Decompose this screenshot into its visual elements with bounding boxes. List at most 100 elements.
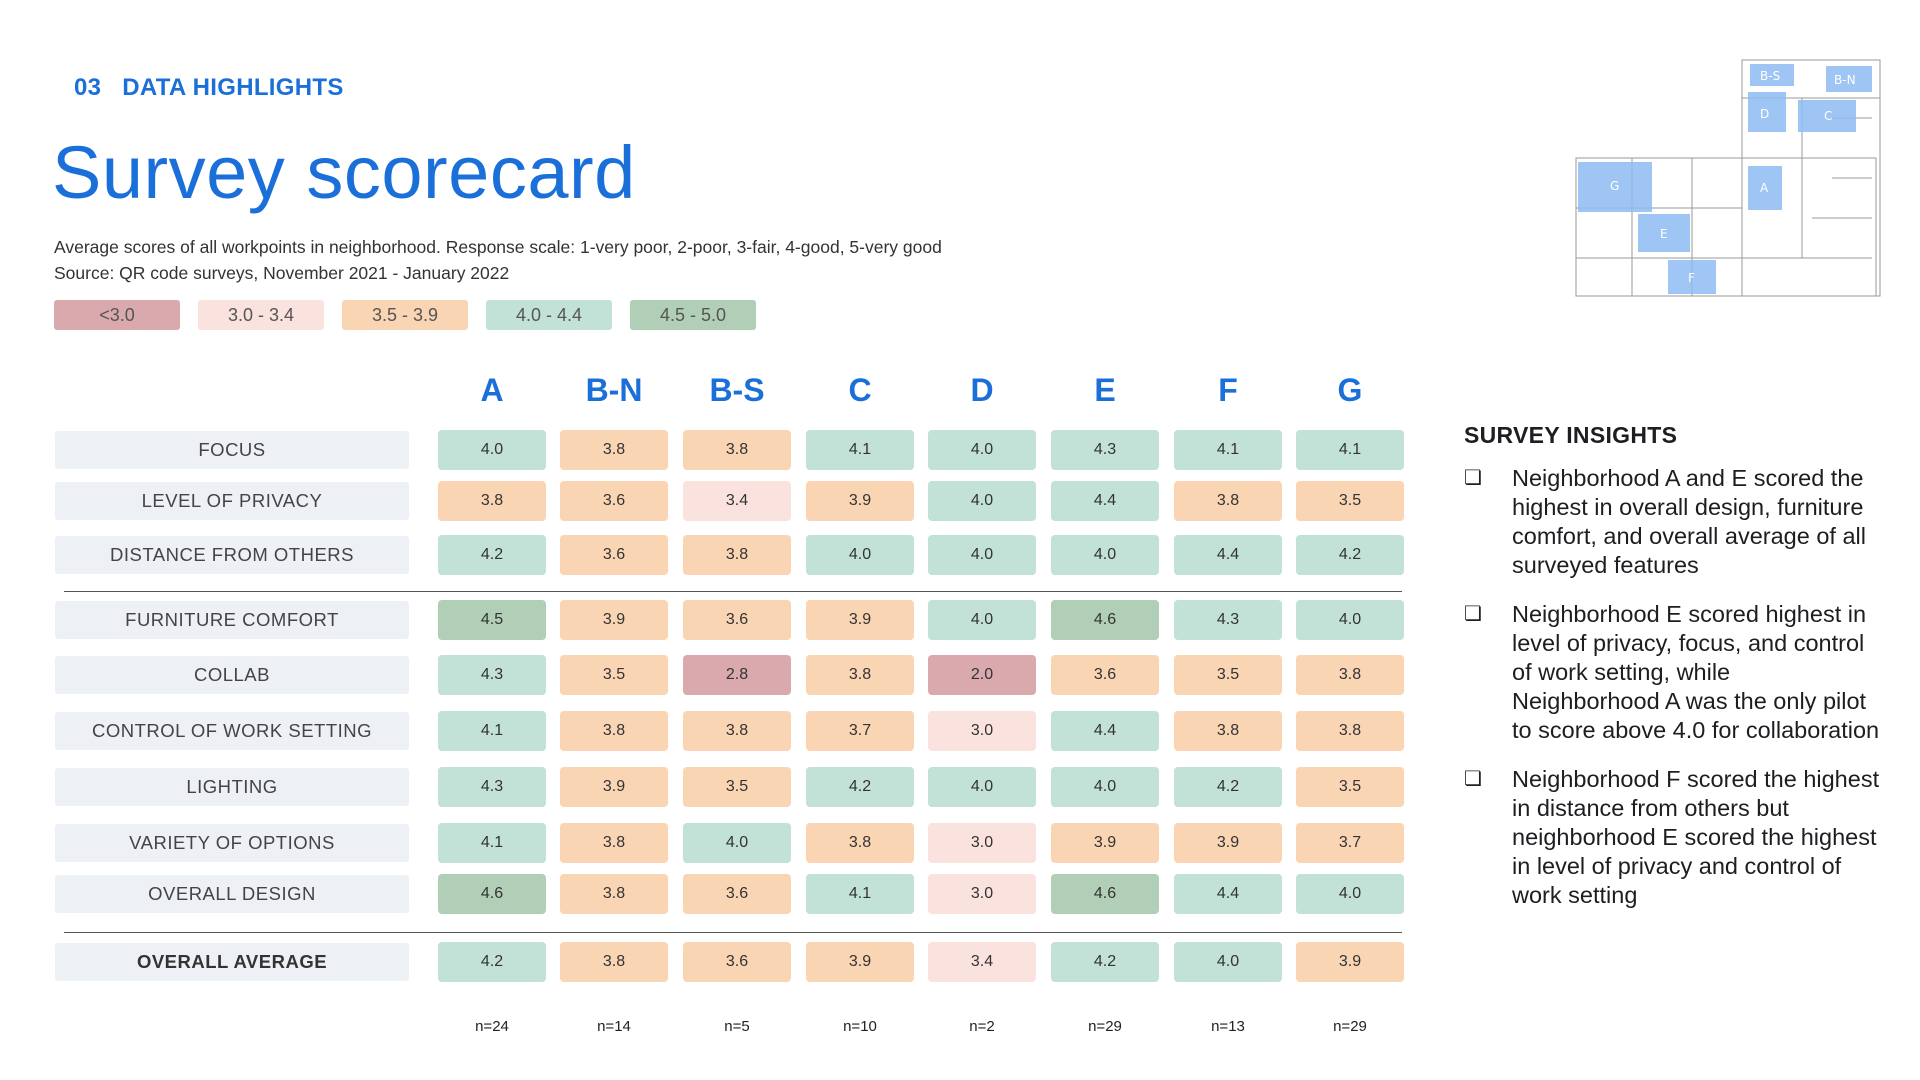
floorplan-label: G [1610,179,1619,193]
score-cell: 4.1 [438,823,546,863]
insights-list: ❏ Neighborhood A and E scored the highes… [1464,464,1884,930]
section-number: 03 [74,74,102,101]
row-label: DISTANCE FROM OTHERS [55,536,409,574]
score-cell: 3.5 [1174,655,1282,695]
score-cell: 4.0 [1296,600,1404,640]
score-cell: 3.8 [1174,481,1282,521]
sample-size: n=14 [597,1018,631,1035]
score-cell: 3.9 [1174,823,1282,863]
subtitle: Average scores of all workpoints in neig… [54,234,942,286]
legend-item: 4.5 - 5.0 [630,300,756,330]
score-cell: 4.2 [806,767,914,807]
score-cell: 4.0 [928,600,1036,640]
insight-text: Neighborhood F scored the highest in dis… [1512,766,1880,908]
score-cell: 3.8 [1296,655,1404,695]
checkbox-bullet-icon: ❏ [1464,768,1482,790]
score-cell: 4.6 [1051,874,1159,914]
score-cell: 4.1 [438,711,546,751]
floorplan-label: F [1688,271,1695,285]
legend-item: <3.0 [54,300,180,330]
score-cell: 4.3 [1174,600,1282,640]
score-cell: 3.8 [1174,711,1282,751]
score-cell: 4.2 [1174,767,1282,807]
score-cell: 3.8 [806,823,914,863]
section-name: DATA HIGHLIGHTS [122,74,344,101]
score-cell: 3.0 [928,823,1036,863]
score-cell: 4.0 [1296,874,1404,914]
score-cell: 4.4 [1051,711,1159,751]
score-cell: 3.9 [1296,942,1404,982]
score-cell: 4.6 [438,874,546,914]
column-header: E [1094,372,1116,408]
score-cell: 4.1 [806,874,914,914]
score-cell: 3.9 [806,600,914,640]
sample-size: n=29 [1088,1018,1122,1035]
score-cell: 4.4 [1174,874,1282,914]
score-cell: 3.9 [560,767,668,807]
checkbox-bullet-icon: ❏ [1464,603,1482,625]
score-cell: 2.0 [928,655,1036,695]
column-header: B-S [709,372,765,408]
score-cell: 3.8 [438,481,546,521]
score-cell: 3.9 [560,600,668,640]
row-label: OVERALL DESIGN [55,875,409,913]
score-cell: 3.9 [806,481,914,521]
floorplan-label: E [1660,227,1668,241]
score-cell: 4.0 [438,430,546,470]
score-cell: 3.5 [683,767,791,807]
score-cell: 3.8 [560,711,668,751]
score-cell: 3.6 [683,942,791,982]
column-header: D [970,372,994,408]
column-header: G [1337,372,1363,408]
row-label: LIGHTING [55,768,409,806]
floorplan-label: D [1760,107,1769,121]
score-cell: 2.8 [683,655,791,695]
score-cell: 4.4 [1051,481,1159,521]
legend-item: 4.0 - 4.4 [486,300,612,330]
score-cell: 4.0 [928,767,1036,807]
insight-item: ❏ Neighborhood A and E scored the highes… [1464,464,1884,580]
score-cell: 3.7 [1296,823,1404,863]
score-cell: 4.0 [683,823,791,863]
floorplan-label: C [1824,109,1832,123]
score-cell: 4.2 [1296,535,1404,575]
score-cell: 4.1 [806,430,914,470]
legend-item: 3.0 - 3.4 [198,300,324,330]
legend-item: 3.5 - 3.9 [342,300,468,330]
score-cell: 3.4 [928,942,1036,982]
score-cell: 4.2 [438,942,546,982]
score-cell: 4.6 [1051,600,1159,640]
score-cell: 4.0 [1174,942,1282,982]
row-label: OVERALL AVERAGE [55,943,409,981]
color-legend: <3.0 3.0 - 3.4 3.5 - 3.9 4.0 - 4.4 4.5 -… [54,300,756,330]
score-cell: 3.8 [683,711,791,751]
subtitle-source: Source: QR code surveys, November 2021 -… [54,263,510,283]
row-label: VARIETY OF OPTIONS [55,824,409,862]
insight-item: ❏ Neighborhood F scored the highest in d… [1464,765,1884,910]
row-label: LEVEL OF PRIVACY [55,482,409,520]
column-header: A [480,372,504,408]
score-cell: 3.6 [683,874,791,914]
floorplan-label: B-S [1760,69,1780,83]
score-cell: 4.0 [1051,535,1159,575]
sample-size: n=13 [1211,1018,1245,1035]
floorplan-label: A [1760,181,1769,195]
score-cell: 4.0 [928,535,1036,575]
insight-text: Neighborhood A and E scored the highest … [1512,465,1866,578]
score-cell: 3.0 [928,874,1036,914]
score-cell: 3.5 [1296,481,1404,521]
score-cell: 3.9 [1051,823,1159,863]
score-cell: 3.8 [683,430,791,470]
floorplan-label: B-N [1834,73,1856,87]
column-header: F [1218,372,1238,408]
score-cell: 4.4 [1174,535,1282,575]
page-title: Survey scorecard [52,131,636,214]
score-cell: 3.5 [1296,767,1404,807]
insights-title: SURVEY INSIGHTS [1464,422,1678,448]
score-cell: 3.9 [806,942,914,982]
sample-size: n=10 [843,1018,877,1035]
section-divider [64,591,1402,592]
sample-size: n=2 [969,1018,995,1035]
score-cell: 4.3 [438,655,546,695]
score-cell: 4.0 [928,481,1036,521]
